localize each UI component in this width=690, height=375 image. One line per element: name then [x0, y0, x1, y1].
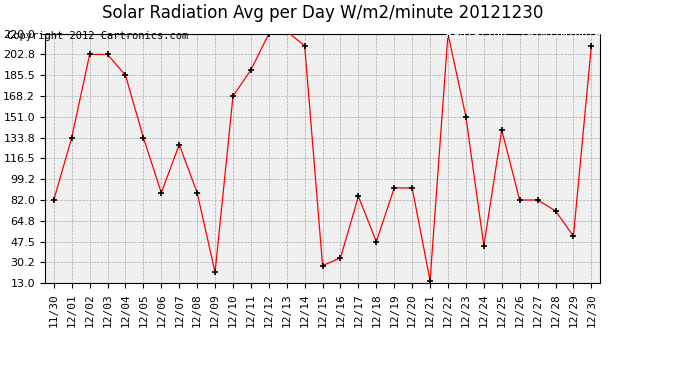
Title: Solar Radiation Avg per Day W/m2/minute 20121230: Solar Radiation Avg per Day W/m2/minute …	[102, 4, 543, 22]
Text: Copyright 2012 Cartronics.com: Copyright 2012 Cartronics.com	[7, 32, 188, 41]
